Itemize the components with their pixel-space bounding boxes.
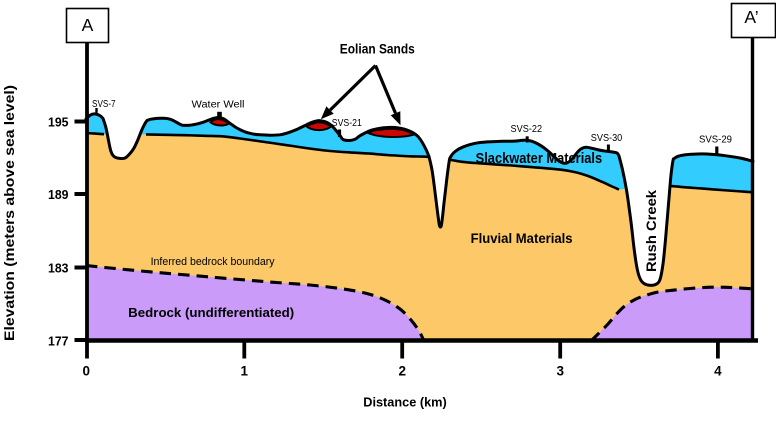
svg-text:Rush Creek: Rush Creek	[643, 190, 659, 272]
svg-text:1: 1	[241, 363, 249, 378]
svg-text:Elevation (meters above sea le: Elevation (meters above sea level)	[2, 85, 17, 341]
svg-text:SVS-7: SVS-7	[92, 99, 116, 110]
svg-text:Water Well: Water Well	[192, 100, 245, 111]
svg-text:SVS-22: SVS-22	[511, 124, 543, 135]
svg-text:2: 2	[398, 363, 406, 378]
svg-text:3: 3	[556, 363, 564, 378]
svg-text:4: 4	[714, 363, 722, 378]
svg-text:Bedrock (undifferentiated): Bedrock (undifferentiated)	[128, 305, 294, 320]
svg-text:189: 189	[48, 188, 69, 202]
svg-text:183: 183	[48, 262, 69, 276]
svg-text:A’: A’	[744, 7, 758, 27]
svg-text:Eolian Sands: Eolian Sands	[340, 41, 415, 56]
svg-text:SVS-21: SVS-21	[332, 118, 362, 129]
svg-text:A: A	[82, 15, 94, 35]
svg-text:177: 177	[48, 335, 69, 349]
svg-text:SVS-29: SVS-29	[699, 135, 732, 146]
svg-text:SVS-30: SVS-30	[591, 133, 623, 144]
svg-text:Fluvial Materials: Fluvial Materials	[471, 231, 573, 246]
svg-text:Distance (km): Distance (km)	[363, 396, 447, 410]
svg-text:Inferred bedrock boundary: Inferred bedrock boundary	[151, 256, 275, 268]
svg-text:195: 195	[48, 116, 69, 130]
svg-text:0: 0	[83, 363, 91, 378]
svg-text:Slackwater Materials: Slackwater Materials	[476, 150, 603, 167]
